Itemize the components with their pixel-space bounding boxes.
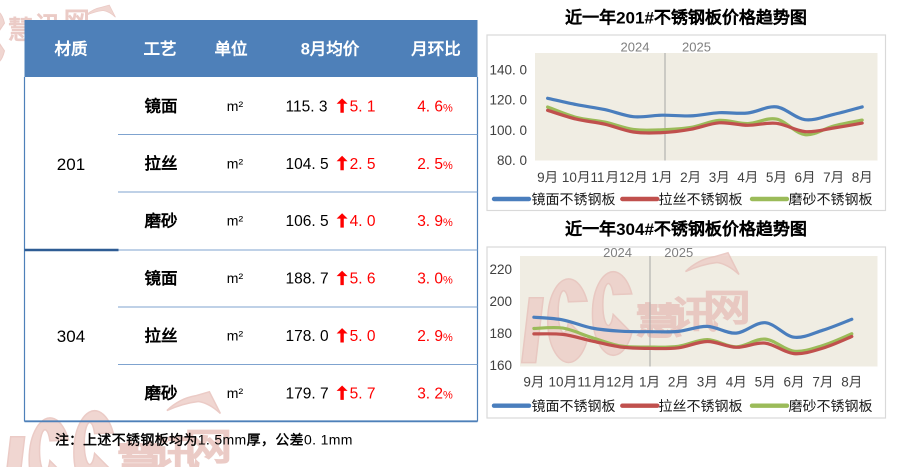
svg-text:220: 220 xyxy=(490,262,513,277)
svg-text:%: % xyxy=(443,102,453,114)
svg-text:5. 1: 5. 1 xyxy=(350,98,376,115)
svg-text:m²: m² xyxy=(227,213,244,229)
svg-text:100. 0: 100. 0 xyxy=(490,123,528,138)
svg-text:160: 160 xyxy=(490,358,513,373)
svg-text:178. 0: 178. 0 xyxy=(286,328,329,345)
svg-text:6: 6 xyxy=(795,170,803,185)
svg-text:%: % xyxy=(443,275,453,287)
svg-text:%: % xyxy=(443,217,453,229)
svg-text:4: 4 xyxy=(726,375,734,390)
svg-text:179. 7: 179. 7 xyxy=(286,386,329,403)
svg-text:10: 10 xyxy=(549,375,564,390)
svg-text:2. 5: 2. 5 xyxy=(350,156,376,173)
svg-text:2: 2 xyxy=(668,375,676,390)
svg-text:8: 8 xyxy=(301,41,310,59)
svg-text:1. 5mm: 1. 5mm xyxy=(198,432,247,448)
svg-text:304: 304 xyxy=(57,327,85,346)
svg-text:9: 9 xyxy=(537,170,545,185)
svg-text:3: 3 xyxy=(709,170,717,185)
svg-text:4: 4 xyxy=(737,170,745,185)
svg-text:304#: 304# xyxy=(616,220,654,239)
svg-text:5. 0: 5. 0 xyxy=(350,328,376,345)
svg-text:%: % xyxy=(443,390,453,402)
svg-text:4. 6: 4. 6 xyxy=(417,98,443,115)
svg-text:11: 11 xyxy=(577,375,591,390)
svg-text:80. 0: 80. 0 xyxy=(497,153,527,168)
svg-text:%: % xyxy=(443,332,453,344)
svg-text:2024: 2024 xyxy=(603,245,632,260)
svg-text:140. 0: 140. 0 xyxy=(490,62,528,77)
svg-text:2: 2 xyxy=(680,170,688,185)
svg-text:12: 12 xyxy=(619,170,634,185)
svg-text:5: 5 xyxy=(766,170,774,185)
svg-text:5: 5 xyxy=(755,375,763,390)
svg-text:10: 10 xyxy=(562,170,577,185)
svg-text:3. 0: 3. 0 xyxy=(417,271,443,288)
svg-text:4. 0: 4. 0 xyxy=(350,213,376,230)
svg-text:201: 201 xyxy=(57,155,85,174)
svg-text:0. 1mm: 0. 1mm xyxy=(304,432,353,448)
svg-text:8: 8 xyxy=(841,375,849,390)
svg-text:188. 7: 188. 7 xyxy=(286,271,329,288)
svg-text:9: 9 xyxy=(523,375,531,390)
svg-text:m²: m² xyxy=(227,385,244,401)
svg-text:5. 7: 5. 7 xyxy=(350,386,376,403)
svg-text:115. 3: 115. 3 xyxy=(286,98,328,115)
svg-text:1: 1 xyxy=(639,375,647,390)
svg-text:m²: m² xyxy=(227,98,244,114)
svg-text:12: 12 xyxy=(606,375,621,390)
svg-text:2. 9: 2. 9 xyxy=(417,328,443,345)
svg-text:1: 1 xyxy=(652,170,660,185)
svg-text:11: 11 xyxy=(591,170,605,185)
svg-text:2024: 2024 xyxy=(621,39,650,54)
svg-text:m²: m² xyxy=(227,328,244,344)
svg-text:%: % xyxy=(443,160,453,172)
svg-text:120. 0: 120. 0 xyxy=(490,93,528,108)
svg-text:2. 5: 2. 5 xyxy=(417,156,443,173)
svg-text:3. 2: 3. 2 xyxy=(417,386,443,403)
svg-text:7: 7 xyxy=(812,375,820,390)
svg-text:2025: 2025 xyxy=(682,39,711,54)
svg-text:m²: m² xyxy=(227,155,244,171)
svg-text:5. 6: 5. 6 xyxy=(350,271,376,288)
svg-text:2025: 2025 xyxy=(664,245,693,260)
svg-text:6: 6 xyxy=(784,375,792,390)
svg-text:8: 8 xyxy=(852,170,860,185)
svg-text:180: 180 xyxy=(490,326,513,341)
svg-text:106. 5: 106. 5 xyxy=(286,213,329,230)
svg-text:3. 9: 3. 9 xyxy=(417,213,443,230)
svg-text:3: 3 xyxy=(697,375,705,390)
svg-text:200: 200 xyxy=(490,294,513,309)
svg-text:7: 7 xyxy=(823,170,831,185)
svg-text:104. 5: 104. 5 xyxy=(286,156,329,173)
svg-text:201#: 201# xyxy=(616,8,654,27)
svg-text:m²: m² xyxy=(227,270,244,286)
